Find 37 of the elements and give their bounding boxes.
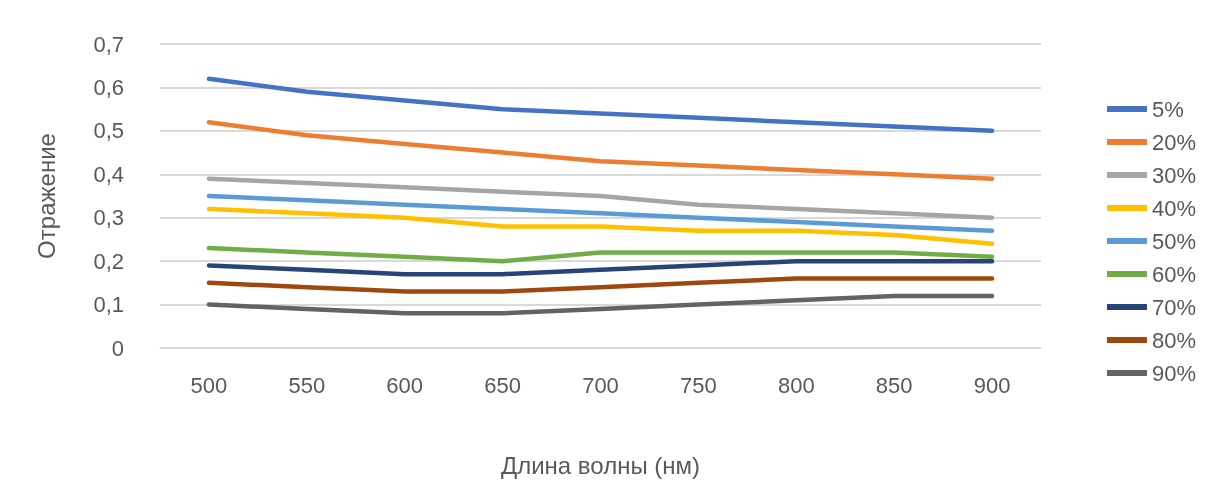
legend-label: 30% xyxy=(1151,162,1197,188)
line-series xyxy=(206,193,995,233)
line-series xyxy=(206,76,995,134)
line-series xyxy=(206,276,995,294)
legend-label: 80% xyxy=(1151,327,1197,353)
x-tick-label: 900 xyxy=(973,372,1011,398)
x-tick-label: 800 xyxy=(777,372,815,398)
x-tick-label: 550 xyxy=(288,372,326,398)
x-tick-label: 850 xyxy=(875,372,913,398)
line-series xyxy=(206,293,995,316)
y-tick-label: 0 xyxy=(111,335,124,361)
line-series xyxy=(206,119,995,181)
legend-label: 5% xyxy=(1151,96,1184,122)
line-series xyxy=(206,206,995,247)
line-series xyxy=(206,245,995,264)
legend-label: 40% xyxy=(1151,195,1197,221)
legend-label: 90% xyxy=(1151,360,1197,386)
line-series xyxy=(206,258,995,277)
legend-label: 70% xyxy=(1151,294,1197,320)
y-tick-label: 0,6 xyxy=(93,74,124,100)
y-tick-label: 0,7 xyxy=(93,31,124,57)
y-tick-label: 0,5 xyxy=(93,118,124,144)
y-axis-title: Отражение xyxy=(32,133,60,259)
y-tick-label: 0,3 xyxy=(93,205,124,231)
legend-label: 60% xyxy=(1151,261,1197,287)
y-tick-label: 0,1 xyxy=(93,292,124,318)
x-axis-title: Длина волны (нм) xyxy=(500,451,701,479)
x-tick-label: 750 xyxy=(680,372,717,398)
x-tick-label: 650 xyxy=(484,372,521,398)
legend-label: 20% xyxy=(1151,129,1197,155)
legend-label: 50% xyxy=(1151,228,1197,254)
y-tick-label: 0,2 xyxy=(93,248,124,274)
x-tick-label: 700 xyxy=(582,372,619,398)
y-tick-label: 0,4 xyxy=(93,161,124,187)
x-tick-label: 600 xyxy=(386,372,424,398)
x-tick-label: 500 xyxy=(190,372,228,398)
line-series xyxy=(206,176,995,220)
